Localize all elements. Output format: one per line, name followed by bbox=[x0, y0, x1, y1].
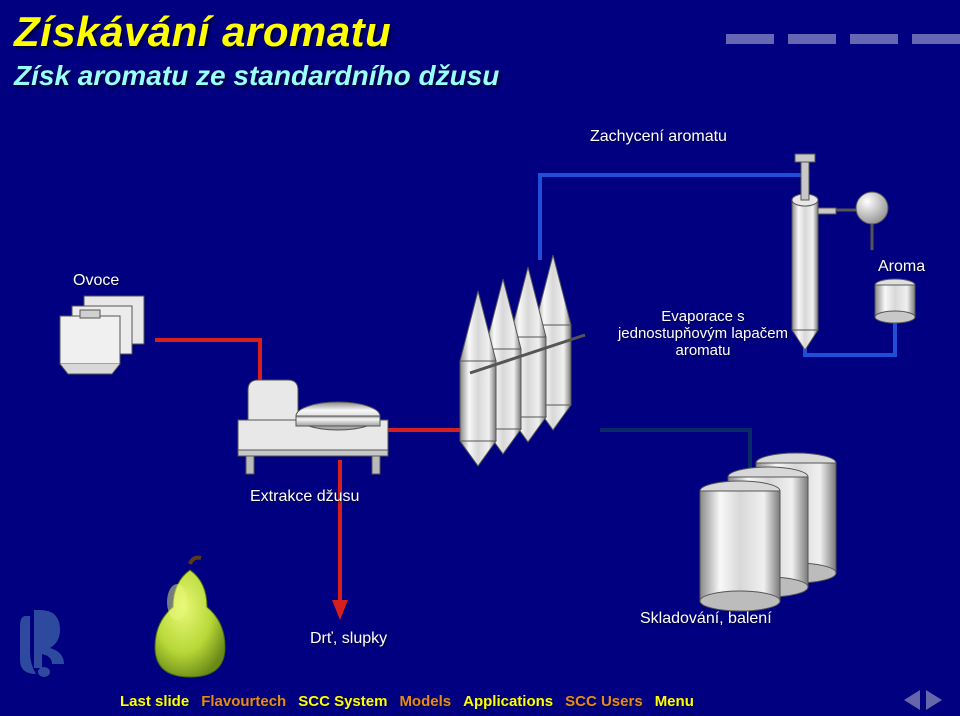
label-extract: Extrakce džusu bbox=[250, 488, 359, 506]
footer-flavourtech[interactable]: Flavourtech bbox=[201, 693, 286, 710]
footer-menu[interactable]: Menu bbox=[655, 693, 694, 710]
footer-last-slide[interactable]: Last slide bbox=[120, 693, 189, 710]
aroma-tank-icon bbox=[875, 279, 915, 323]
fruit-tanks-icon bbox=[60, 296, 144, 374]
nav-arrows bbox=[904, 690, 942, 710]
footer-scc-system[interactable]: SCC System bbox=[298, 693, 387, 710]
label-evap: Evaporace s jednostupňovým lapačem aroma… bbox=[603, 308, 803, 359]
pear-icon bbox=[135, 552, 245, 682]
next-slide-arrow-icon[interactable] bbox=[926, 690, 942, 710]
label-storage: Skladování, balení bbox=[640, 610, 772, 628]
slide-root: Získávání aromatu Získ aromatu ze standa… bbox=[0, 0, 960, 716]
label-evap-l2: jednostupňovým lapačem bbox=[618, 325, 788, 342]
label-aroma: Aroma bbox=[878, 258, 925, 276]
slide-subtitle: Získ aromatu ze standardního džusu bbox=[14, 60, 499, 92]
prev-slide-arrow-icon[interactable] bbox=[904, 690, 920, 710]
slide-title: Získávání aromatu bbox=[14, 8, 391, 56]
label-fruit: Ovoce bbox=[73, 272, 119, 290]
evaporator-icon bbox=[460, 255, 585, 466]
extractor-icon bbox=[238, 380, 388, 474]
footer-scc-users[interactable]: SCC Users bbox=[565, 693, 643, 710]
label-evap-l1: Evaporace s bbox=[661, 308, 744, 325]
storage-tanks-icon bbox=[700, 453, 836, 611]
label-pulp: Drť, slupky bbox=[310, 630, 387, 648]
label-capture: Zachycení aromatu bbox=[590, 128, 727, 146]
footer-nav: Last slide Flavourtech SCC System Models… bbox=[120, 693, 694, 710]
title-dashes bbox=[726, 34, 960, 44]
condenser-icon bbox=[856, 192, 888, 224]
label-evap-l3: aromatu bbox=[675, 342, 730, 359]
footer-models[interactable]: Models bbox=[399, 693, 451, 710]
flavourtech-logo-icon bbox=[16, 608, 72, 678]
footer-applications[interactable]: Applications bbox=[463, 693, 553, 710]
